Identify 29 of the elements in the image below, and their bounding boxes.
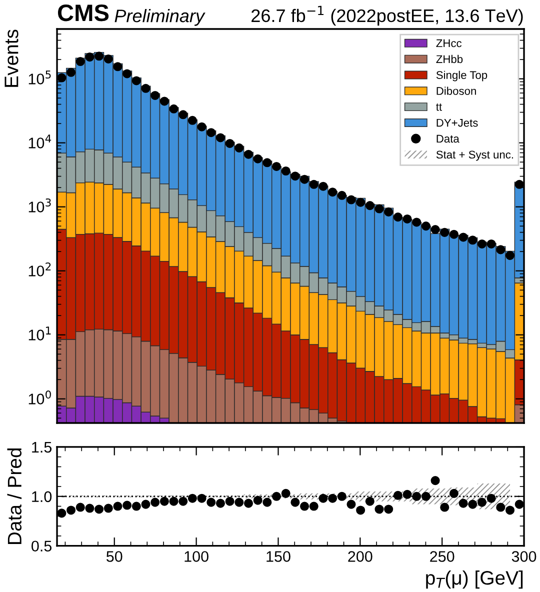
x-tick-label: 200 (348, 551, 372, 562)
y-tick-label: 0.5 (32, 540, 52, 552)
x-tick-label: 100 (184, 551, 208, 562)
text: Stat + Syst unc. (436, 150, 514, 161)
text: 26.7 fb$^{−1}$ (2022postEE, 13.6 TeV) (252, 6, 523, 26)
legend-label: ZHbb (436, 54, 463, 64)
y-tick-label: 10$^{4}$ (28, 134, 52, 148)
x-tick-label: 150 (266, 551, 290, 562)
x-axis-title: p$_{T}$(μ) [GeV] (426, 570, 523, 589)
x-tick-label: 50 (106, 551, 122, 562)
legend-label: Data (436, 134, 460, 143)
legend-label: DY+Jets (436, 118, 478, 127)
y-tick-label: 10$^{2}$ (28, 262, 51, 276)
chart-subtitle: Preliminary (114, 9, 206, 26)
y-axis-title: Data / Pred (7, 448, 22, 544)
chart-title: CMS (58, 4, 109, 22)
y-tick-label: 10$^{3}$ (28, 198, 51, 212)
x-tick-label: 250 (430, 551, 454, 562)
y-tick-label: 10$^{0}$ (28, 390, 51, 404)
y-axis-title: Events (4, 30, 18, 87)
y-tick-label: 1.5 (32, 442, 52, 453)
legend-label: ZHcc (436, 39, 462, 48)
y-tick-label: 10$^{5}$ (28, 70, 51, 84)
legend-label: Diboson (436, 86, 476, 95)
legend-label: Single Top (436, 70, 488, 82)
legend-label: tt (436, 104, 442, 111)
x-tick-label: 300 (512, 551, 536, 562)
y-tick-label: 10$^{1}$ (28, 326, 51, 340)
y-tick-label: 1.0 (32, 491, 52, 502)
